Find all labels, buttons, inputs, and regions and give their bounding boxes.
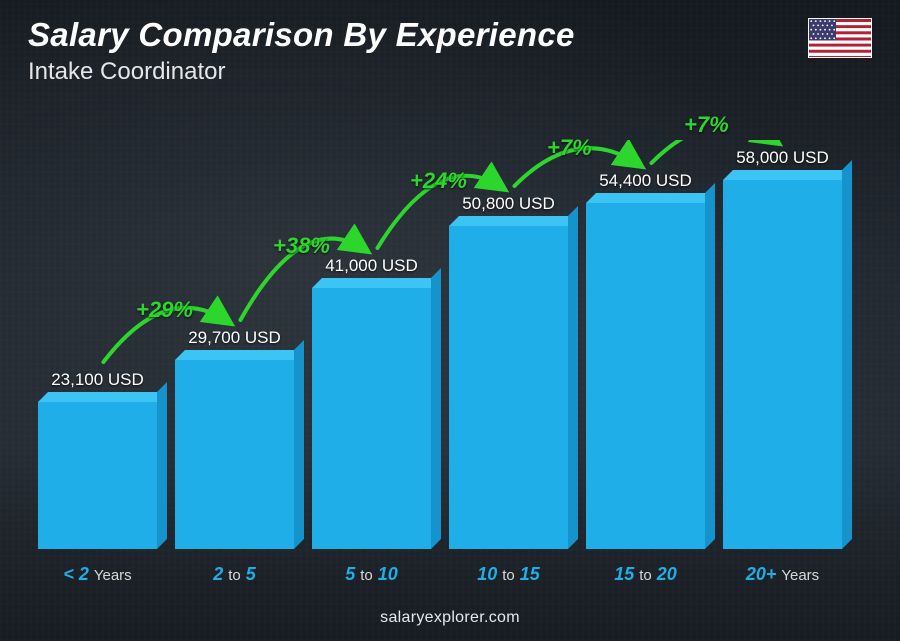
- x-axis-label: 10 to 15: [449, 564, 568, 585]
- x-axis-label: 5 to 10: [312, 564, 431, 585]
- footer-attribution: salaryexplorer.com: [0, 609, 900, 627]
- bar: [586, 203, 705, 549]
- bar: [449, 226, 568, 549]
- increase-pct-label: +24%: [410, 168, 467, 194]
- bar-value-label: 58,000 USD: [736, 148, 829, 168]
- bar-col: 41,000 USD: [312, 256, 431, 549]
- bar-value-label: 23,100 USD: [51, 370, 144, 390]
- bar-value-label: 50,800 USD: [462, 194, 555, 214]
- bars-container: 23,100 USD 29,700 USD 41,000 USD 50,800 USD…: [38, 140, 842, 549]
- bar-value-label: 29,700 USD: [188, 328, 281, 348]
- increase-pct-label: +7%: [547, 135, 592, 161]
- bar: [312, 288, 431, 549]
- chart-title: Salary Comparison By Experience: [28, 16, 872, 54]
- bar: [175, 360, 294, 549]
- bar-col: 23,100 USD: [38, 370, 157, 549]
- bar-col: 29,700 USD: [175, 328, 294, 549]
- increase-pct-label: +38%: [273, 233, 330, 259]
- x-axis-label: 2 to 5: [175, 564, 294, 585]
- bar-col: 54,400 USD: [586, 171, 705, 549]
- bar-col: 50,800 USD: [449, 194, 568, 549]
- bar: [38, 402, 157, 549]
- chart-subtitle: Intake Coordinator: [28, 58, 872, 86]
- x-axis: < 2 Years 2 to 5 5 to 10 10 to 15 15 to 20 20…: [38, 564, 842, 585]
- bar-col: 58,000 USD: [723, 148, 842, 549]
- increase-pct-label: +29%: [136, 297, 193, 323]
- bar-value-label: 41,000 USD: [325, 256, 418, 276]
- bar-value-label: 54,400 USD: [599, 171, 692, 191]
- x-axis-label: 20+ Years: [723, 564, 842, 585]
- increase-pct-label: +7%: [684, 112, 729, 138]
- header: Salary Comparison By Experience Intake C…: [28, 16, 872, 86]
- x-axis-label: < 2 Years: [38, 564, 157, 585]
- x-axis-label: 15 to 20: [586, 564, 705, 585]
- bar: [723, 180, 842, 549]
- flag-icon: [808, 18, 872, 58]
- bar-chart: 23,100 USD 29,700 USD 41,000 USD 50,800 USD…: [38, 140, 842, 549]
